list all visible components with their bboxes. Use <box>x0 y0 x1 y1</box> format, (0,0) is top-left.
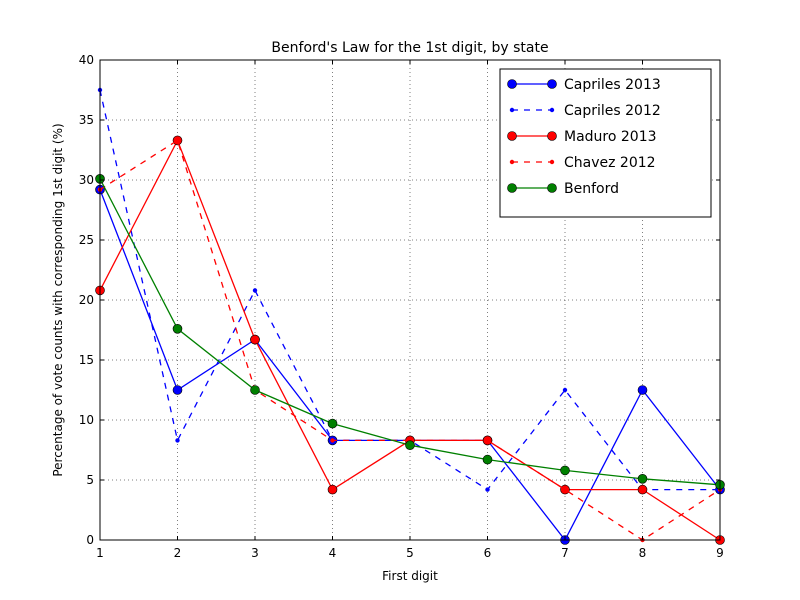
axis-ticks: 1 2 3 4 5 6 7 8 9 0 5 10 15 20 25 30 35 40 <box>79 53 724 560</box>
legend-label: Benford <box>564 181 619 197</box>
legend-item: Capriles 2013 <box>507 77 661 93</box>
x-tick-label: 2 <box>174 546 182 560</box>
data-point <box>637 385 648 395</box>
data-point <box>562 487 568 492</box>
legend-label: Maduro 2013 <box>564 129 657 145</box>
data-point <box>562 387 568 393</box>
y-tick-label: 30 <box>79 173 94 187</box>
data-point <box>482 454 493 465</box>
legend-label: Capriles 2012 <box>564 103 661 119</box>
data-point <box>172 323 183 334</box>
legend-label: Capriles 2013 <box>564 77 661 93</box>
x-tick-label: 5 <box>406 546 414 560</box>
legend: Capriles 2013 Capriles 2012 Maduro 2013 Cha… <box>499 68 712 218</box>
data-point <box>250 334 260 345</box>
x-tick-label: 9 <box>716 546 724 560</box>
data-point <box>175 138 180 143</box>
legend-swatch-marker <box>507 79 517 89</box>
chart-title: Benford's Law for the 1st digit, by stat… <box>271 40 548 56</box>
y-tick-label: 25 <box>79 233 94 247</box>
x-tick-label: 4 <box>329 546 337 560</box>
data-point <box>327 484 338 495</box>
legend-swatch-marker <box>507 131 517 141</box>
y-axis-label: Percentage of vote counts with correspon… <box>51 123 65 476</box>
y-tick-label: 20 <box>79 293 94 307</box>
legend-swatch-marker <box>509 107 515 113</box>
y-tick-label: 5 <box>86 473 94 487</box>
x-tick-label: 1 <box>96 546 104 560</box>
legend-swatch-marker <box>509 159 515 165</box>
data-point <box>485 438 490 443</box>
x-tick-label: 3 <box>251 546 259 560</box>
legend-swatch-marker <box>549 159 555 165</box>
series-benford <box>95 174 725 490</box>
legend-swatch-marker <box>547 79 557 89</box>
legend-item: Benford <box>507 181 619 197</box>
data-point <box>327 418 338 429</box>
data-point <box>405 440 415 451</box>
y-tick-label: 10 <box>79 413 94 427</box>
legend-box <box>499 68 712 218</box>
y-tick-label: 35 <box>79 113 94 127</box>
y-tick-label: 15 <box>79 353 94 367</box>
x-tick-label: 7 <box>561 546 569 560</box>
legend-item: Chavez 2012 <box>509 155 656 171</box>
data-point <box>330 438 335 443</box>
x-tick-label: 8 <box>639 546 647 560</box>
data-point <box>637 473 648 484</box>
series-layer <box>95 87 725 545</box>
x-tick-label: 6 <box>484 546 492 560</box>
legend-item: Maduro 2013 <box>507 129 657 145</box>
data-point <box>485 487 490 492</box>
legend-label: Chavez 2012 <box>564 155 656 171</box>
data-point <box>172 385 183 395</box>
legend-swatch-marker <box>549 107 555 113</box>
x-axis-label: First digit <box>382 569 438 583</box>
legend-item: Capriles 2012 <box>509 103 661 119</box>
data-point <box>250 385 260 395</box>
data-point <box>560 465 570 476</box>
data-point <box>175 438 180 443</box>
y-tick-label: 0 <box>86 533 94 547</box>
legend-swatch-marker <box>547 131 557 141</box>
legend-swatch-marker <box>507 183 517 193</box>
data-point <box>637 484 648 495</box>
y-tick-label: 40 <box>79 53 94 67</box>
legend-swatch-marker <box>547 183 557 193</box>
data-point <box>252 288 258 293</box>
